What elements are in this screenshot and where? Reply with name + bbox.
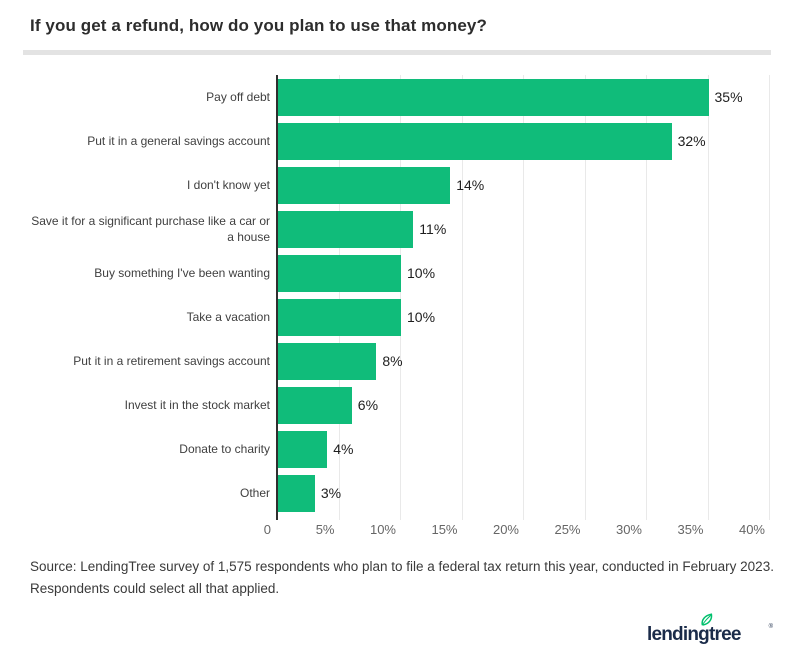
bar	[278, 475, 315, 512]
y-axis-line	[276, 75, 278, 520]
category-label: Donate to charity	[179, 441, 270, 456]
x-tick-label: 40%	[738, 522, 765, 537]
gridline	[584, 75, 586, 520]
bar-value-label: 4%	[333, 441, 354, 457]
bar-value-label: 32%	[677, 133, 706, 149]
x-tick-label: 15%	[431, 522, 458, 537]
bar-value-label: 11%	[419, 221, 447, 237]
category-label: Put it in a retirement savings account	[73, 353, 270, 368]
x-tick-label: 0	[263, 522, 271, 537]
gridline	[707, 75, 709, 520]
category-label: Other	[239, 485, 270, 500]
leaf-icon	[701, 613, 713, 626]
category-label: Put it in a general savings account	[87, 133, 270, 148]
bar-value-label: 35%	[714, 89, 743, 105]
logo-wordmark: lendingtree	[647, 624, 741, 645]
x-tick-label: 25%	[554, 522, 581, 537]
bar-value-label: 8%	[382, 353, 403, 369]
category-label: Pay off debt	[206, 89, 270, 104]
bar-value-label: 10%	[407, 265, 436, 281]
source-note-line2: Respondents could select all that applie…	[30, 581, 280, 596]
x-tick-label: 10%	[369, 522, 396, 537]
bar	[278, 299, 401, 336]
category-label: I don't know yet	[186, 177, 270, 192]
category-label: Invest it in the stock market	[124, 397, 270, 412]
category-label: Save it for a significant purchase like …	[31, 213, 270, 244]
bar	[278, 343, 377, 380]
title-divider	[23, 50, 771, 55]
bar-value-label: 14%	[456, 177, 485, 193]
gridline	[400, 75, 401, 520]
gridline	[769, 75, 770, 520]
bar	[278, 123, 672, 160]
bar	[278, 211, 414, 248]
category-label: Take a vacation	[186, 309, 270, 324]
gridline	[461, 75, 463, 520]
chart-title: If you get a refund, how do you plan to …	[30, 16, 487, 35]
source-note: Source: LendingTree survey of 1,575 resp…	[30, 556, 774, 600]
bar	[278, 167, 451, 204]
gridline	[646, 75, 647, 520]
bar-value-label: 10%	[407, 309, 436, 325]
bar-value-label: 6%	[357, 397, 379, 413]
x-tick-label: 20%	[492, 522, 519, 537]
category-label: Buy something I've been wanting	[94, 265, 270, 280]
bar-value-label: 3%	[320, 485, 342, 501]
bar	[278, 255, 401, 292]
x-tick-label: 30%	[615, 522, 642, 537]
lendingtree-logo: lendingtree ®	[647, 612, 773, 652]
gridline	[338, 75, 340, 520]
bar	[278, 431, 328, 468]
source-note-line1: Source: LendingTree survey of 1,575 resp…	[30, 559, 774, 574]
gridline	[523, 75, 524, 520]
x-tick-label: 35%	[677, 522, 704, 537]
bar	[278, 79, 709, 116]
bar	[278, 387, 352, 424]
x-tick-label: 5%	[315, 522, 335, 537]
logo-trademark: ®	[768, 624, 773, 630]
